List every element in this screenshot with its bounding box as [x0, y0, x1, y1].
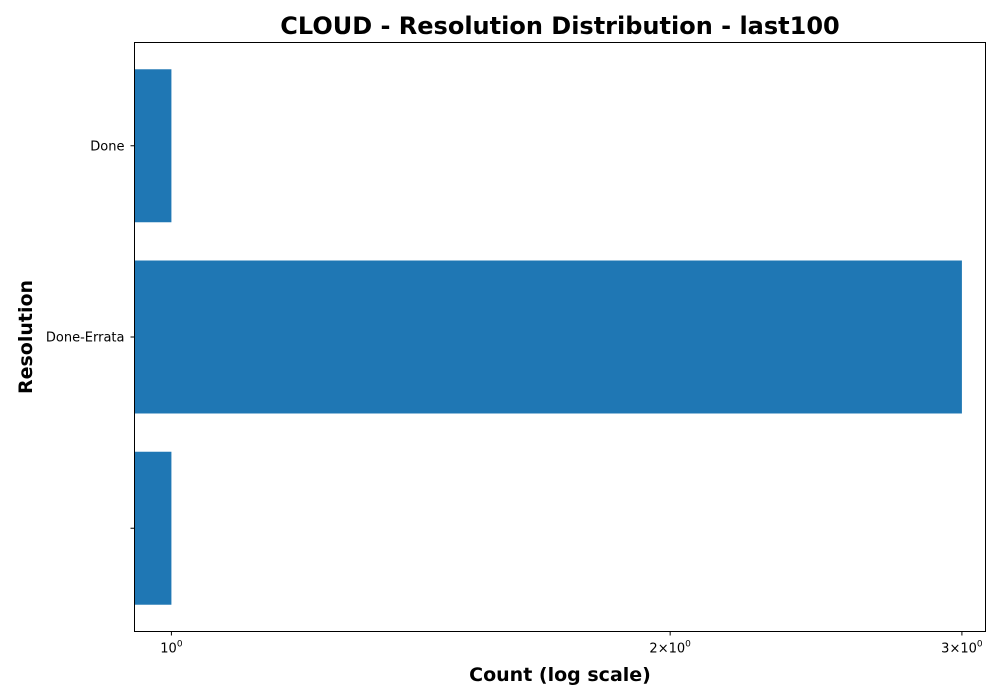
x-axis-ticks: 100 2×100 3×100	[160, 631, 983, 657]
x-tick-base: 2×10	[649, 642, 685, 657]
x-axis-label: Count (log scale)	[469, 664, 651, 686]
x-tick-label: 3×100	[941, 640, 983, 657]
x-tick-exponent: 0	[977, 640, 983, 650]
x-tick-exponent: 0	[177, 640, 183, 650]
x-tick-label: 100	[160, 640, 183, 657]
x-tick-base: 3×10	[941, 642, 977, 657]
x-tick-exponent: 0	[685, 640, 691, 650]
bars-group	[134, 69, 962, 605]
x-tick-base: 10	[160, 642, 177, 657]
y-axis-ticks: Done Done-Errata	[46, 139, 135, 529]
bar-done	[134, 69, 172, 223]
y-axis-label: Resolution	[15, 280, 37, 394]
chart-title: CLOUD - Resolution Distribution - last10…	[280, 12, 839, 40]
x-tick-label: 2×100	[649, 640, 691, 657]
y-tick-label: Done	[90, 139, 124, 154]
bar-blank	[134, 451, 172, 605]
bar-done-errata	[134, 260, 962, 414]
y-tick-label: Done-Errata	[46, 331, 125, 346]
